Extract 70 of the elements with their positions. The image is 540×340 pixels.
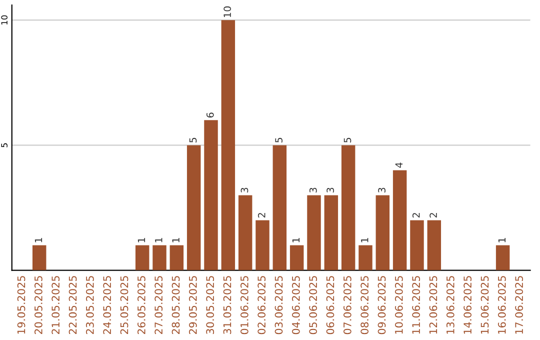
data-label: 3 <box>378 188 386 192</box>
bar <box>152 245 166 270</box>
bar <box>427 220 442 270</box>
data-label: 3 <box>326 188 334 192</box>
data-label: 5 <box>344 138 352 142</box>
x-tick-label: 16.06.2025 <box>498 276 506 334</box>
data-label: 1 <box>292 238 300 242</box>
x-tick-label: 01.06.2025 <box>240 276 248 334</box>
data-label: 1 <box>34 238 42 242</box>
bar <box>186 145 201 270</box>
bar <box>238 195 252 270</box>
bar <box>290 245 304 270</box>
x-tick-label: 19.05.2025 <box>17 276 26 334</box>
data-label: 6 <box>206 112 214 118</box>
data-label: 5 <box>189 138 197 142</box>
x-tick-label: 15.06.2025 <box>480 276 489 334</box>
bar <box>410 220 424 270</box>
data-label: 2 <box>412 213 420 218</box>
data-label: 1 <box>361 238 368 242</box>
x-tick-label: 02.06.2025 <box>258 276 266 334</box>
bar <box>272 145 287 270</box>
x-tick-label: 14.06.2025 <box>464 276 472 334</box>
bar <box>135 245 150 270</box>
x-tick-label: 10.06.2025 <box>394 276 403 334</box>
x-tick-label: 31.05.2025 <box>223 276 232 334</box>
x-tick-label: 08.06.2025 <box>360 276 369 334</box>
bar <box>392 170 407 270</box>
x-tick-label: 03.06.2025 <box>274 276 283 334</box>
bar <box>341 145 356 270</box>
x-tick-label: 05.06.2025 <box>309 276 318 334</box>
x-tick-label: 28.05.2025 <box>172 276 180 334</box>
x-tick-label: 09.06.2025 <box>378 276 386 334</box>
x-tick-label: 27.05.2025 <box>154 276 163 334</box>
data-label: 1 <box>172 238 180 242</box>
data-label: 5 <box>275 138 282 142</box>
data-label: 3 <box>309 188 317 192</box>
x-tick-label: 25.05.2025 <box>120 276 128 334</box>
x-tick-label: 29.05.2025 <box>188 276 197 334</box>
x-tick-label: 22.05.2025 <box>68 276 77 334</box>
bar <box>324 195 338 270</box>
bar <box>221 20 236 270</box>
bar <box>307 195 321 270</box>
bar <box>204 120 218 270</box>
bar <box>358 245 372 270</box>
x-tick-label: 11.06.2025 <box>412 276 420 334</box>
x-tick-label: 06.06.2025 <box>326 276 334 334</box>
x-tick-label: 24.05.2025 <box>103 276 112 334</box>
data-label: 2 <box>430 213 437 218</box>
bar <box>32 245 46 270</box>
x-tick-label: 23.05.2025 <box>86 276 94 334</box>
x-tick-label: 07.06.2025 <box>343 276 352 334</box>
x-tick-label: 17.06.2025 <box>515 276 524 334</box>
x-tick-label: 21.05.2025 <box>52 276 60 334</box>
data-label: 2 <box>258 213 266 218</box>
data-label: 4 <box>395 162 403 168</box>
bar <box>496 245 510 270</box>
bar <box>376 195 390 270</box>
x-tick-label: 12.06.2025 <box>429 276 438 334</box>
x-tick-label: 26.05.2025 <box>137 276 146 334</box>
x-tick-label: 13.06.2025 <box>446 276 454 334</box>
data-label: 10 <box>224 6 231 18</box>
x-tick-label: 04.06.2025 <box>292 276 300 334</box>
x-tick-label: 20.05.2025 <box>34 276 42 334</box>
x-tick-label: 30.05.2025 <box>206 276 214 334</box>
data-label: 1 <box>498 238 506 242</box>
bar <box>256 220 270 270</box>
data-label: 1 <box>138 238 146 242</box>
data-label: 3 <box>240 188 248 192</box>
bar <box>170 245 184 270</box>
data-label: 1 <box>155 238 162 242</box>
